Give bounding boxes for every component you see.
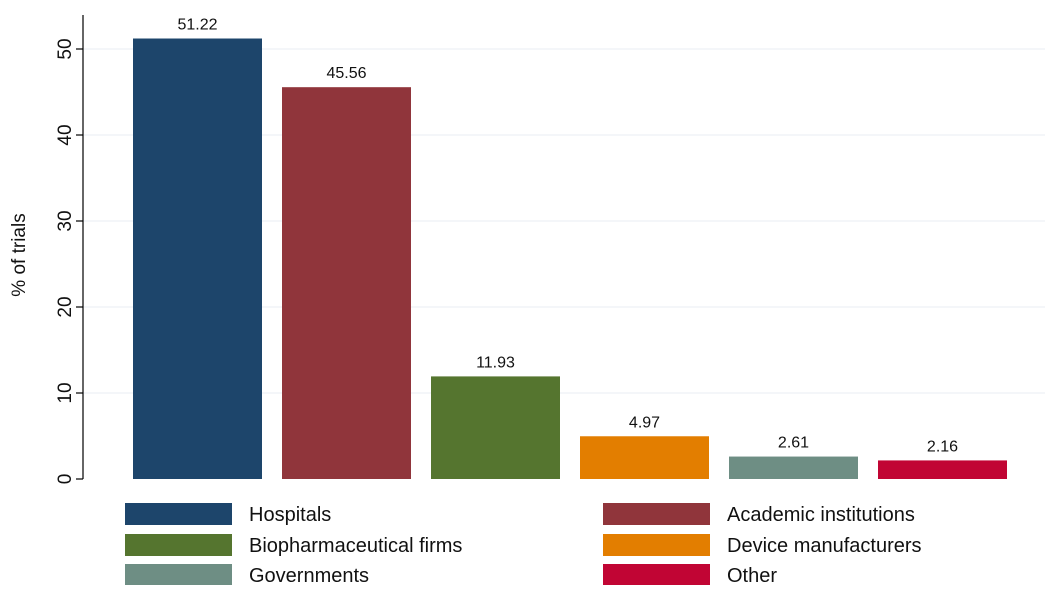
data-label: 11.93 bbox=[476, 354, 515, 371]
y-axis-label: % of trials bbox=[9, 213, 30, 296]
legend-swatch bbox=[125, 534, 232, 556]
bar bbox=[282, 87, 411, 480]
bar bbox=[580, 436, 709, 479]
legend-swatch bbox=[125, 503, 232, 525]
bars bbox=[133, 38, 1007, 480]
legend-label: Device manufacturers bbox=[727, 535, 922, 557]
data-label: 4.97 bbox=[629, 414, 660, 431]
data-label: 51.22 bbox=[177, 17, 217, 34]
bar bbox=[878, 460, 1007, 479]
y-tick-label: 10 bbox=[55, 382, 76, 403]
bar bbox=[133, 38, 262, 480]
y-tick-label: 20 bbox=[55, 296, 76, 317]
y-tick-label: 0 bbox=[55, 474, 76, 485]
data-label: 45.56 bbox=[326, 65, 366, 82]
legend-swatch bbox=[125, 564, 232, 586]
y-tick-label: 50 bbox=[55, 38, 76, 59]
legend: Hospitals Academic institutions Biopharmac… bbox=[125, 503, 922, 587]
legend-label: Biopharmaceutical firms bbox=[249, 535, 462, 557]
legend-label: Other bbox=[727, 565, 777, 585]
y-tick-label: 30 bbox=[55, 210, 76, 231]
data-label: 2.61 bbox=[778, 435, 809, 452]
legend-swatch bbox=[603, 503, 710, 525]
legend-label: Governments bbox=[249, 565, 369, 585]
y-tick-label: 40 bbox=[55, 124, 76, 145]
y-axis: % of trials 0 10 20 30 40 50 bbox=[9, 15, 84, 485]
bar bbox=[431, 376, 560, 479]
data-labels: 51.22 45.56 11.93 4.97 2.61 2.16 bbox=[177, 17, 958, 456]
legend-label: Hospitals bbox=[249, 504, 331, 526]
data-label: 2.16 bbox=[927, 438, 958, 455]
bar bbox=[729, 456, 858, 479]
legend-label: Academic institutions bbox=[727, 504, 915, 526]
legend-swatch bbox=[603, 534, 710, 556]
legend-swatch bbox=[603, 564, 710, 586]
